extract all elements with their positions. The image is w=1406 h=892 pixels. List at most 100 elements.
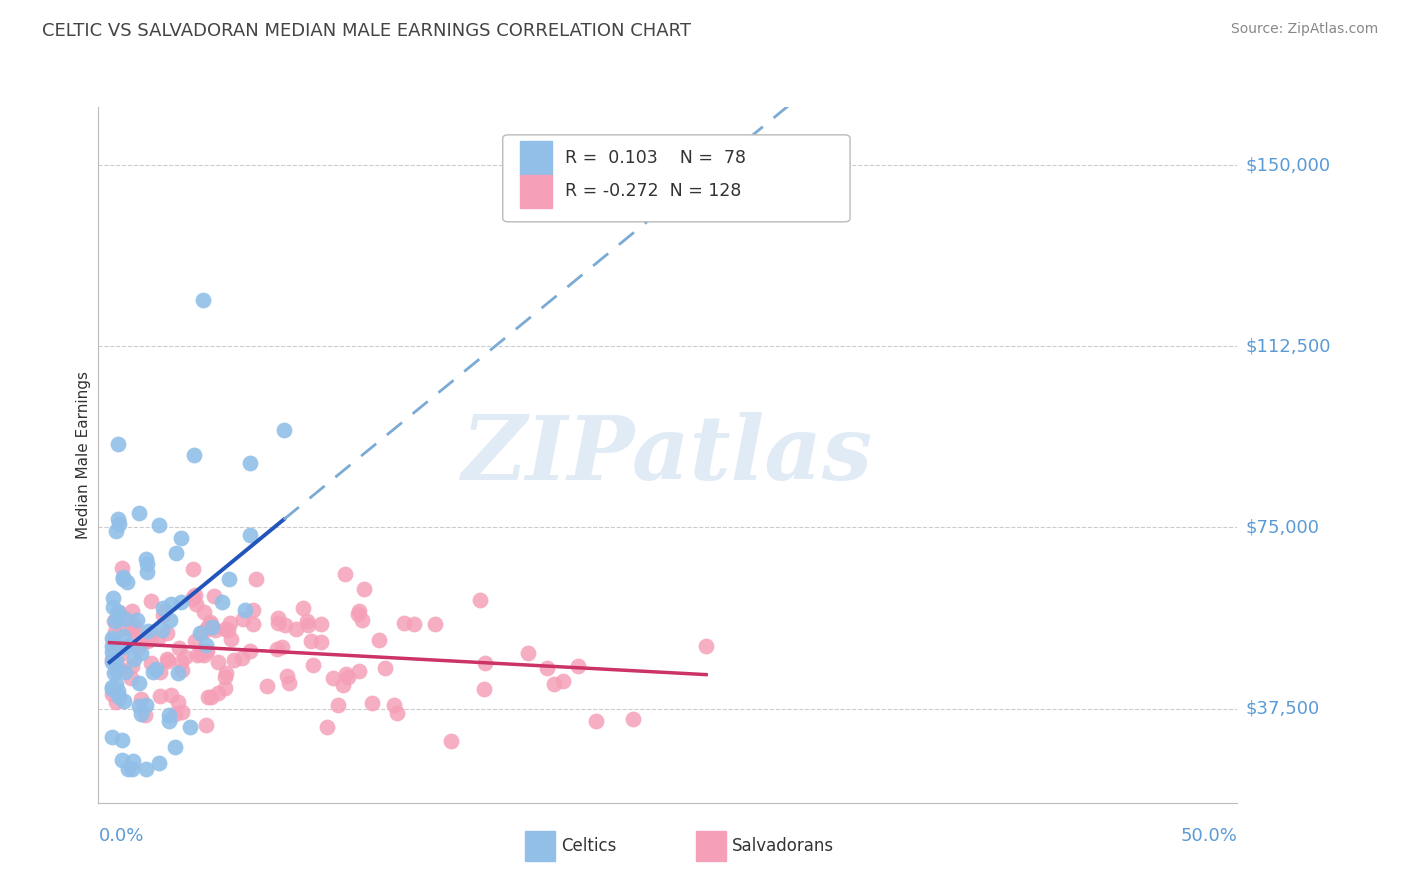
Point	[101, 600, 124, 615]
Point	[101, 655, 124, 669]
Point	[214, 670, 236, 684]
Point	[135, 698, 157, 712]
Point	[129, 707, 152, 722]
Point	[183, 562, 205, 576]
Point	[101, 591, 124, 606]
Point	[152, 601, 174, 615]
Point	[193, 293, 215, 308]
Point	[179, 720, 201, 734]
Point	[156, 652, 179, 666]
Point	[152, 607, 174, 622]
Point	[302, 658, 325, 673]
Point	[105, 695, 128, 709]
Point	[166, 695, 188, 709]
Point	[107, 512, 129, 526]
Point	[135, 762, 157, 776]
Point	[148, 518, 170, 533]
Point	[517, 646, 540, 660]
Point	[117, 762, 139, 776]
Point	[160, 597, 183, 611]
Bar	[526, 830, 555, 862]
Point	[245, 572, 267, 586]
Point	[114, 612, 136, 626]
Point	[157, 654, 180, 668]
Point	[170, 706, 193, 720]
Point	[309, 635, 332, 649]
Point	[136, 624, 159, 639]
Point	[195, 622, 218, 636]
Point	[219, 616, 242, 631]
Point	[165, 707, 187, 722]
Point	[474, 681, 496, 696]
Point	[103, 665, 125, 680]
Point	[103, 614, 125, 628]
Point	[165, 546, 187, 560]
Point	[202, 589, 225, 603]
Point	[382, 698, 405, 712]
Point	[117, 574, 139, 589]
Point	[136, 557, 159, 571]
Point	[242, 617, 264, 632]
Point	[211, 594, 233, 608]
Point	[114, 610, 136, 624]
Point	[138, 633, 160, 648]
Point	[297, 618, 319, 632]
Point	[271, 640, 294, 654]
Point	[347, 665, 370, 679]
Point	[214, 622, 236, 636]
Point	[104, 624, 127, 639]
Point	[188, 626, 211, 640]
Point	[360, 696, 382, 710]
Point	[198, 615, 221, 629]
Point	[136, 634, 159, 648]
Point	[315, 720, 337, 734]
Point	[197, 690, 219, 704]
Point	[207, 655, 229, 669]
Bar	[696, 830, 725, 862]
Point	[274, 618, 297, 632]
Point	[335, 667, 357, 681]
Point	[135, 566, 157, 580]
Point	[121, 622, 143, 636]
Text: 50.0%: 50.0%	[1181, 827, 1237, 845]
Point	[266, 611, 288, 625]
Point	[585, 714, 607, 728]
Text: 0.0%: 0.0%	[98, 827, 143, 845]
Point	[170, 656, 193, 670]
Point	[207, 686, 229, 700]
Text: $150,000: $150,000	[1246, 156, 1330, 174]
Point	[623, 712, 645, 726]
Y-axis label: Median Male Earnings: Median Male Earnings	[76, 371, 91, 539]
Point	[107, 436, 129, 450]
Point	[193, 606, 215, 620]
Point	[155, 604, 177, 618]
Point	[350, 613, 373, 627]
Point	[111, 753, 134, 767]
Point	[112, 694, 135, 708]
Point	[284, 622, 307, 636]
Point	[353, 582, 375, 596]
Point	[221, 632, 243, 646]
Text: R = -0.272  N = 128: R = -0.272 N = 128	[565, 182, 742, 200]
Point	[122, 652, 145, 666]
Point	[107, 661, 129, 675]
Point	[183, 591, 205, 605]
Point	[128, 635, 150, 649]
Point	[127, 640, 149, 655]
Point	[131, 646, 153, 660]
Point	[387, 706, 409, 720]
Point	[163, 740, 186, 755]
Point	[148, 632, 170, 646]
Point	[191, 625, 214, 640]
Point	[214, 681, 236, 695]
Point	[333, 567, 356, 582]
Point	[233, 603, 256, 617]
Point	[105, 611, 128, 625]
Point	[186, 648, 208, 663]
Point	[402, 616, 425, 631]
Point	[347, 604, 370, 618]
Point	[101, 651, 124, 665]
Point	[157, 707, 180, 722]
Point	[166, 666, 188, 681]
Point	[536, 661, 558, 675]
